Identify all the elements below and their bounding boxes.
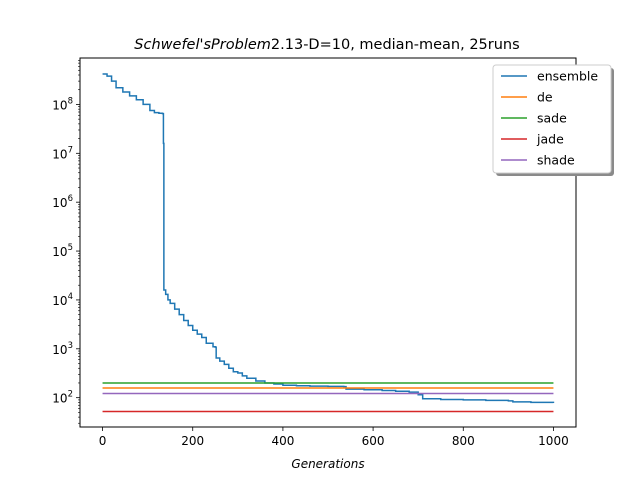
plot-frame <box>79 57 577 428</box>
series-line-ensemble <box>102 73 555 404</box>
y-tick-exponent: 3 <box>68 341 73 351</box>
legend-label-jade: jade <box>536 132 564 147</box>
legend-label-ensemble: ensemble <box>537 69 598 84</box>
x-tick-label: 800 <box>452 434 475 448</box>
x-tick-label: 600 <box>362 434 385 448</box>
x-tick-label: 1000 <box>538 434 569 448</box>
y-tick-exponent: 8 <box>68 96 73 106</box>
plot-lines <box>102 73 555 413</box>
x-tick-label: 400 <box>271 434 294 448</box>
chart-title: Schwefel'sProblem2.13-D=10, median-mean,… <box>134 37 519 53</box>
y-tick-exponent: 7 <box>68 145 73 155</box>
y-tick-base: 10 <box>52 343 67 357</box>
legend-label-sade: sade <box>537 111 567 126</box>
y-tick-exponent: 6 <box>68 194 73 204</box>
legend-box <box>492 64 612 174</box>
y-tick-label: 105 <box>52 243 73 259</box>
y-tick-label: 106 <box>52 194 73 210</box>
chart-title-italic: Schwefel'sProblem <box>134 37 271 53</box>
x-axis: 0 200 400 600 800 1000 <box>99 427 569 448</box>
y-tick-exponent: 2 <box>68 390 73 400</box>
y-tick-base: 10 <box>52 245 67 259</box>
legend-label-shade: shade <box>537 153 575 168</box>
y-tick-base: 10 <box>52 392 67 406</box>
y-tick-label: 108 <box>52 96 73 112</box>
y-tick-label: 104 <box>52 292 73 308</box>
y-tick-label: 107 <box>52 145 73 161</box>
y-tick-base: 10 <box>52 98 67 112</box>
y-tick-label: 102 <box>52 390 73 406</box>
y-tick-exponent: 5 <box>68 243 73 253</box>
y-tick-exponent: 4 <box>68 292 73 302</box>
y-tick-label: 103 <box>52 341 73 357</box>
y-tick-base: 10 <box>52 294 67 308</box>
legend-label-de: de <box>537 90 553 105</box>
legend: ensemble de sade jade shade <box>492 64 614 176</box>
x-tick-label: 200 <box>181 434 204 448</box>
y-tick-base: 10 <box>52 147 67 161</box>
x-axis-label: Generations <box>291 457 364 471</box>
chart-title-rest: 2.13-D=10, median-mean, 25runs <box>271 37 520 53</box>
x-tick-label: 0 <box>99 434 107 448</box>
y-tick-base: 10 <box>52 196 67 210</box>
